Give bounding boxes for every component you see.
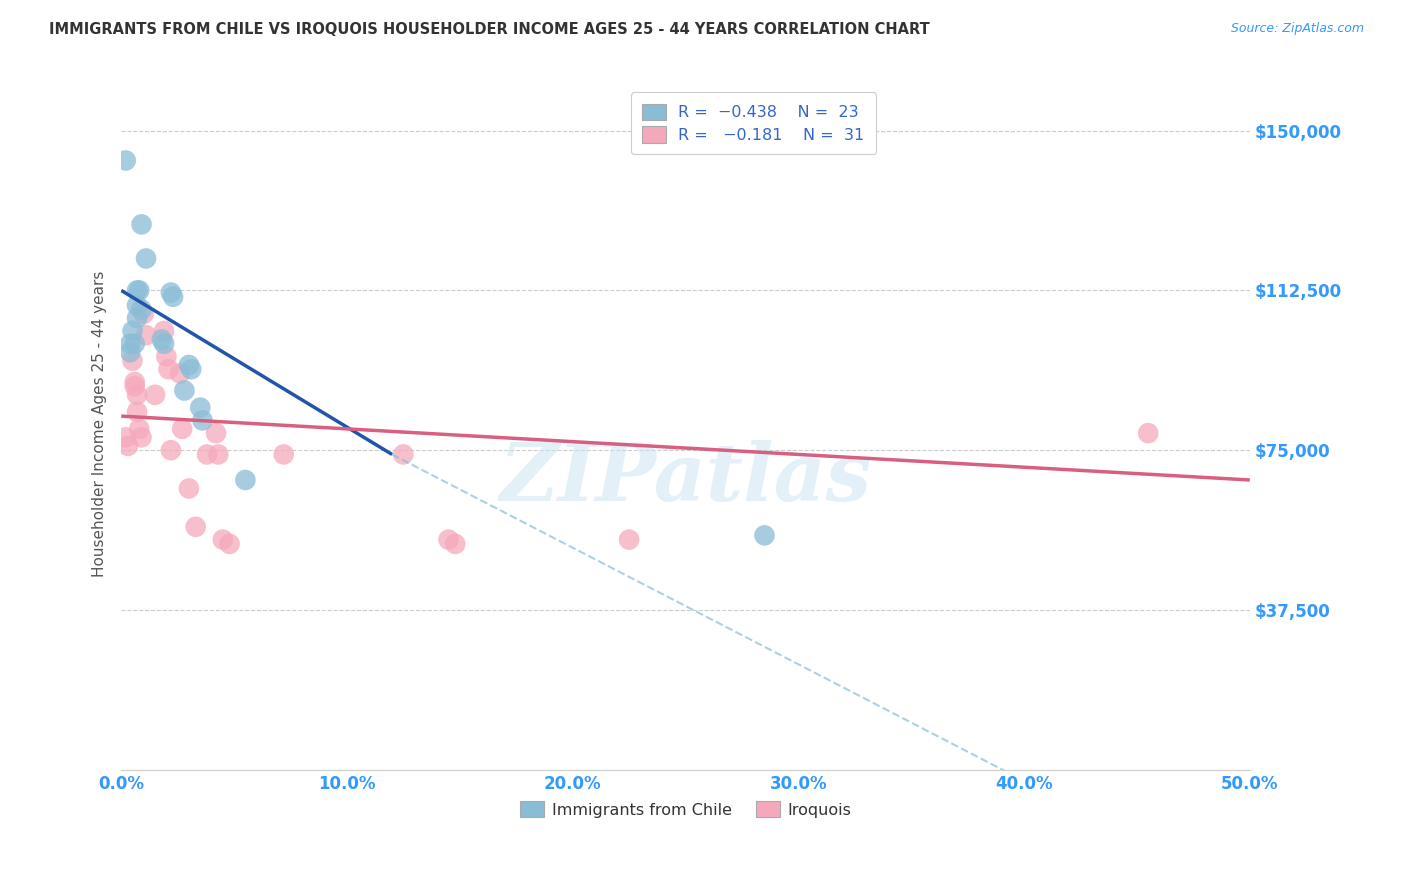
- Point: [124, 379, 146, 393]
- Point: [132, 307, 155, 321]
- Point: [150, 333, 173, 347]
- Point: [437, 533, 460, 547]
- Point: [162, 290, 184, 304]
- Point: [128, 284, 150, 298]
- Point: [173, 384, 195, 398]
- Point: [125, 298, 148, 312]
- Point: [135, 252, 157, 266]
- Point: [117, 439, 139, 453]
- Point: [617, 533, 640, 547]
- Point: [120, 336, 142, 351]
- Point: [172, 422, 194, 436]
- Point: [160, 285, 183, 300]
- Point: [124, 336, 146, 351]
- Point: [160, 443, 183, 458]
- Point: [207, 447, 229, 461]
- Point: [121, 324, 143, 338]
- Point: [235, 473, 257, 487]
- Y-axis label: Householder Income Ages 25 - 44 years: Householder Income Ages 25 - 44 years: [93, 270, 107, 577]
- Point: [114, 153, 136, 168]
- Point: [120, 345, 142, 359]
- Point: [205, 426, 228, 441]
- Point: [392, 447, 415, 461]
- Point: [155, 350, 177, 364]
- Point: [131, 302, 153, 317]
- Point: [754, 528, 776, 542]
- Point: [131, 218, 153, 232]
- Point: [128, 422, 150, 436]
- Point: [157, 362, 180, 376]
- Point: [153, 336, 176, 351]
- Point: [184, 520, 207, 534]
- Point: [153, 324, 176, 338]
- Legend: Immigrants from Chile, Iroquois: Immigrants from Chile, Iroquois: [513, 795, 858, 824]
- Point: [125, 284, 148, 298]
- Point: [135, 328, 157, 343]
- Point: [191, 413, 214, 427]
- Point: [114, 430, 136, 444]
- Text: IMMIGRANTS FROM CHILE VS IROQUOIS HOUSEHOLDER INCOME AGES 25 - 44 YEARS CORRELAT: IMMIGRANTS FROM CHILE VS IROQUOIS HOUSEH…: [49, 22, 929, 37]
- Point: [125, 311, 148, 326]
- Text: ZIPatlas: ZIPatlas: [499, 440, 872, 517]
- Point: [180, 362, 202, 376]
- Point: [177, 482, 200, 496]
- Point: [169, 367, 191, 381]
- Point: [121, 353, 143, 368]
- Point: [143, 388, 166, 402]
- Point: [125, 405, 148, 419]
- Text: Source: ZipAtlas.com: Source: ZipAtlas.com: [1230, 22, 1364, 36]
- Point: [177, 358, 200, 372]
- Point: [195, 447, 218, 461]
- Point: [211, 533, 233, 547]
- Point: [131, 430, 153, 444]
- Point: [273, 447, 295, 461]
- Point: [1137, 426, 1160, 441]
- Point: [125, 388, 148, 402]
- Point: [124, 375, 146, 389]
- Point: [218, 537, 240, 551]
- Point: [444, 537, 467, 551]
- Point: [188, 401, 211, 415]
